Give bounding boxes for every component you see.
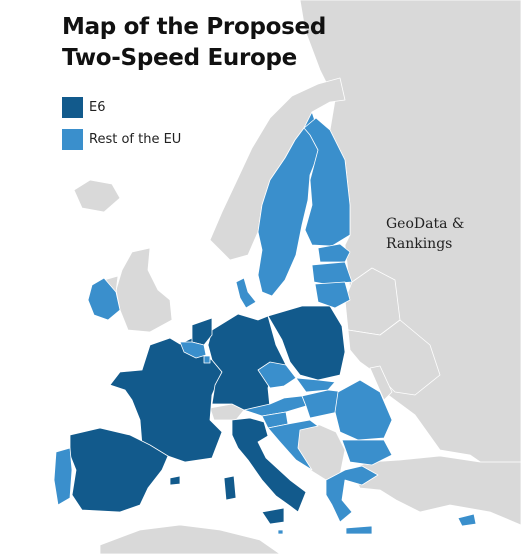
watermark: GeoData & Rankings	[386, 214, 464, 254]
region-cyprus	[457, 513, 477, 527]
region-croatia	[267, 419, 319, 471]
legend: E6 Rest of the EU	[62, 96, 181, 160]
region-latvia	[311, 261, 353, 285]
legend-label-e6: E6	[89, 99, 106, 115]
region-malta	[277, 529, 284, 535]
region-belgium	[179, 341, 207, 359]
region-luxembourg	[203, 355, 211, 364]
region-north-africa	[99, 524, 281, 554]
region-spain	[69, 427, 169, 513]
region-turkey	[349, 455, 521, 526]
region-balearic-islands	[169, 475, 181, 486]
region-finland	[303, 117, 351, 247]
region-ireland	[87, 277, 121, 321]
region-ukraine	[347, 319, 441, 396]
region-germany	[207, 313, 287, 411]
region-estonia	[317, 243, 351, 263]
region-poland	[267, 305, 346, 381]
title-line-2: Two-Speed Europe	[62, 45, 297, 71]
watermark-line-2: Rankings	[386, 236, 453, 252]
region-sicily	[261, 507, 285, 525]
map-title: Map of the Proposed Two-Speed Europe	[62, 12, 326, 74]
region-sardinia	[223, 475, 237, 501]
title-line-1: Map of the Proposed	[62, 14, 326, 40]
region-portugal	[53, 447, 73, 506]
region-lithuania	[314, 281, 351, 309]
legend-item-rest: Rest of the EU	[62, 128, 181, 150]
region-denmark	[235, 277, 257, 309]
region-romania	[334, 379, 393, 441]
region-italy	[231, 417, 307, 513]
legend-label-rest: Rest of the EU	[89, 131, 182, 147]
region-switzerland	[209, 403, 245, 421]
legend-swatch-e6	[62, 96, 83, 118]
region-crete	[345, 525, 373, 535]
legend-swatch-rest	[62, 128, 83, 150]
region-netherlands	[191, 317, 213, 346]
watermark-line-1: GeoData &	[386, 216, 465, 232]
legend-item-e6: E6	[62, 96, 181, 118]
region-iceland	[73, 179, 121, 213]
region-moldova	[369, 365, 393, 401]
region-greece	[325, 465, 379, 523]
region-great-britain	[115, 247, 173, 333]
region-bulgaria	[341, 439, 393, 466]
region-slovakia	[295, 377, 336, 393]
